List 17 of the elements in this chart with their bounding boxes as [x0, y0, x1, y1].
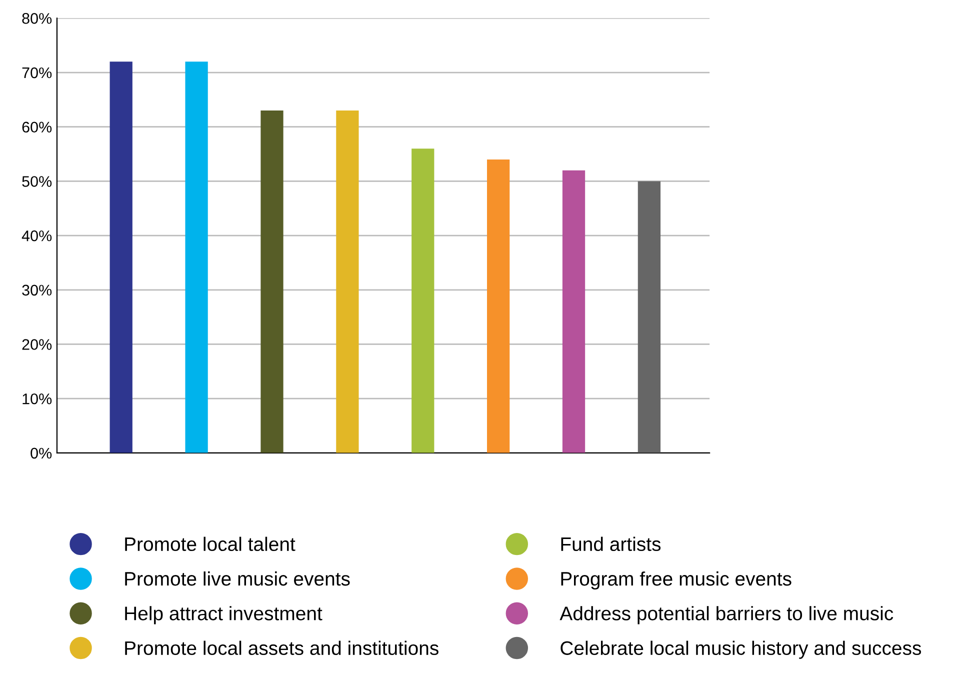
y-tick-label: 40% [22, 230, 52, 242]
y-tick-label: 30% [22, 284, 52, 296]
y-tick-label: 80% [22, 13, 52, 24]
legend-label: Address potential barriers to live music [560, 606, 894, 624]
legend-label: Celebrate local music history and success [560, 640, 922, 659]
legend-label: Promote local talent [125, 536, 296, 552]
y-tick-label: 0% [30, 448, 52, 459]
y-tick-label: 20% [22, 339, 52, 350]
y-tick-label: 50% [22, 176, 52, 187]
y-tick-label: 10% [22, 393, 52, 404]
y-tick-label: 70% [22, 67, 52, 78]
legend-label: Fund artists [561, 536, 661, 552]
y-tick-label: 60% [22, 122, 52, 133]
legend-label: Program free music events [561, 571, 792, 590]
legend-label: Help attract investment [125, 606, 322, 624]
legend-label: Promote local assets and institutions [125, 640, 438, 656]
legend-label: Promote live music events [125, 571, 350, 586]
